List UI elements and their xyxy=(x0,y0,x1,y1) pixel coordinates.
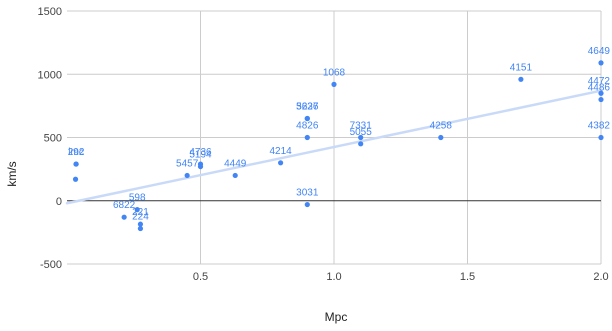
tick-labels: -500 0 500 1000 1500 0.5 1.0 1.5 2.0 xyxy=(38,6,609,283)
y-tick-label: 1500 xyxy=(38,6,62,18)
point-label: 292 xyxy=(68,147,85,158)
point-label: 7331 xyxy=(350,121,373,132)
y-tick-label: -500 xyxy=(40,259,62,271)
trendline-group xyxy=(65,89,603,205)
y-tick-label: 0 xyxy=(56,196,62,208)
data-point xyxy=(304,115,310,122)
point-label: 3031 xyxy=(296,188,319,199)
y-tick-label: 1000 xyxy=(38,69,62,81)
point-label: 3627 xyxy=(296,102,319,113)
data-point xyxy=(304,134,310,141)
point-label: 4214 xyxy=(269,146,292,157)
data-point xyxy=(134,207,140,213)
data-point xyxy=(184,172,190,179)
data-point xyxy=(232,172,238,179)
x-tick-label: 0.5 xyxy=(193,271,208,283)
point-label: 5457 xyxy=(176,158,199,169)
data-point xyxy=(73,161,79,167)
point-label: 5236 xyxy=(296,102,319,113)
data-points xyxy=(72,60,604,232)
data-point xyxy=(438,134,444,141)
point-label: 221 xyxy=(132,207,149,218)
data-point xyxy=(278,160,284,166)
x-tick-label: 1.5 xyxy=(460,271,475,283)
data-point xyxy=(518,76,524,82)
data-point xyxy=(121,214,127,220)
data-point xyxy=(304,201,310,208)
data-point xyxy=(137,225,144,232)
gridlines xyxy=(67,10,602,265)
point-label: 5055 xyxy=(350,127,373,138)
data-point xyxy=(72,176,79,182)
data-point xyxy=(598,90,604,96)
data-point xyxy=(358,141,364,147)
point-label: lmc xyxy=(68,147,84,158)
x-tick-label: 2.0 xyxy=(593,271,608,283)
data-point xyxy=(598,134,604,141)
data-point xyxy=(598,96,604,103)
point-label: 4649 xyxy=(588,46,611,57)
data-point xyxy=(197,163,204,170)
point-label: 4472 xyxy=(588,76,611,87)
data-point xyxy=(598,60,604,66)
point-label: 4258 xyxy=(430,121,453,132)
data-point xyxy=(331,81,337,87)
point-label: 1068 xyxy=(323,67,346,78)
trendline xyxy=(65,89,603,205)
point-label: 598 xyxy=(129,193,146,204)
point-label: 6822 xyxy=(113,200,136,211)
point-label: 5194 xyxy=(189,150,212,161)
x-axis-title: Mpc xyxy=(325,310,348,324)
point-label: 4449 xyxy=(224,158,247,169)
point-label: 4382 xyxy=(588,121,611,132)
point-label: 4736 xyxy=(189,147,212,158)
y-axis-title: km/s xyxy=(5,161,19,186)
point-label: 4486 xyxy=(588,83,611,94)
data-point xyxy=(358,134,364,141)
data-point xyxy=(137,221,144,227)
point-label: 4151 xyxy=(510,62,533,73)
point-label: 4826 xyxy=(296,121,319,132)
y-tick-label: 500 xyxy=(44,133,62,145)
x-tick-label: 1.0 xyxy=(326,271,341,283)
point-label: 224 xyxy=(132,212,149,223)
